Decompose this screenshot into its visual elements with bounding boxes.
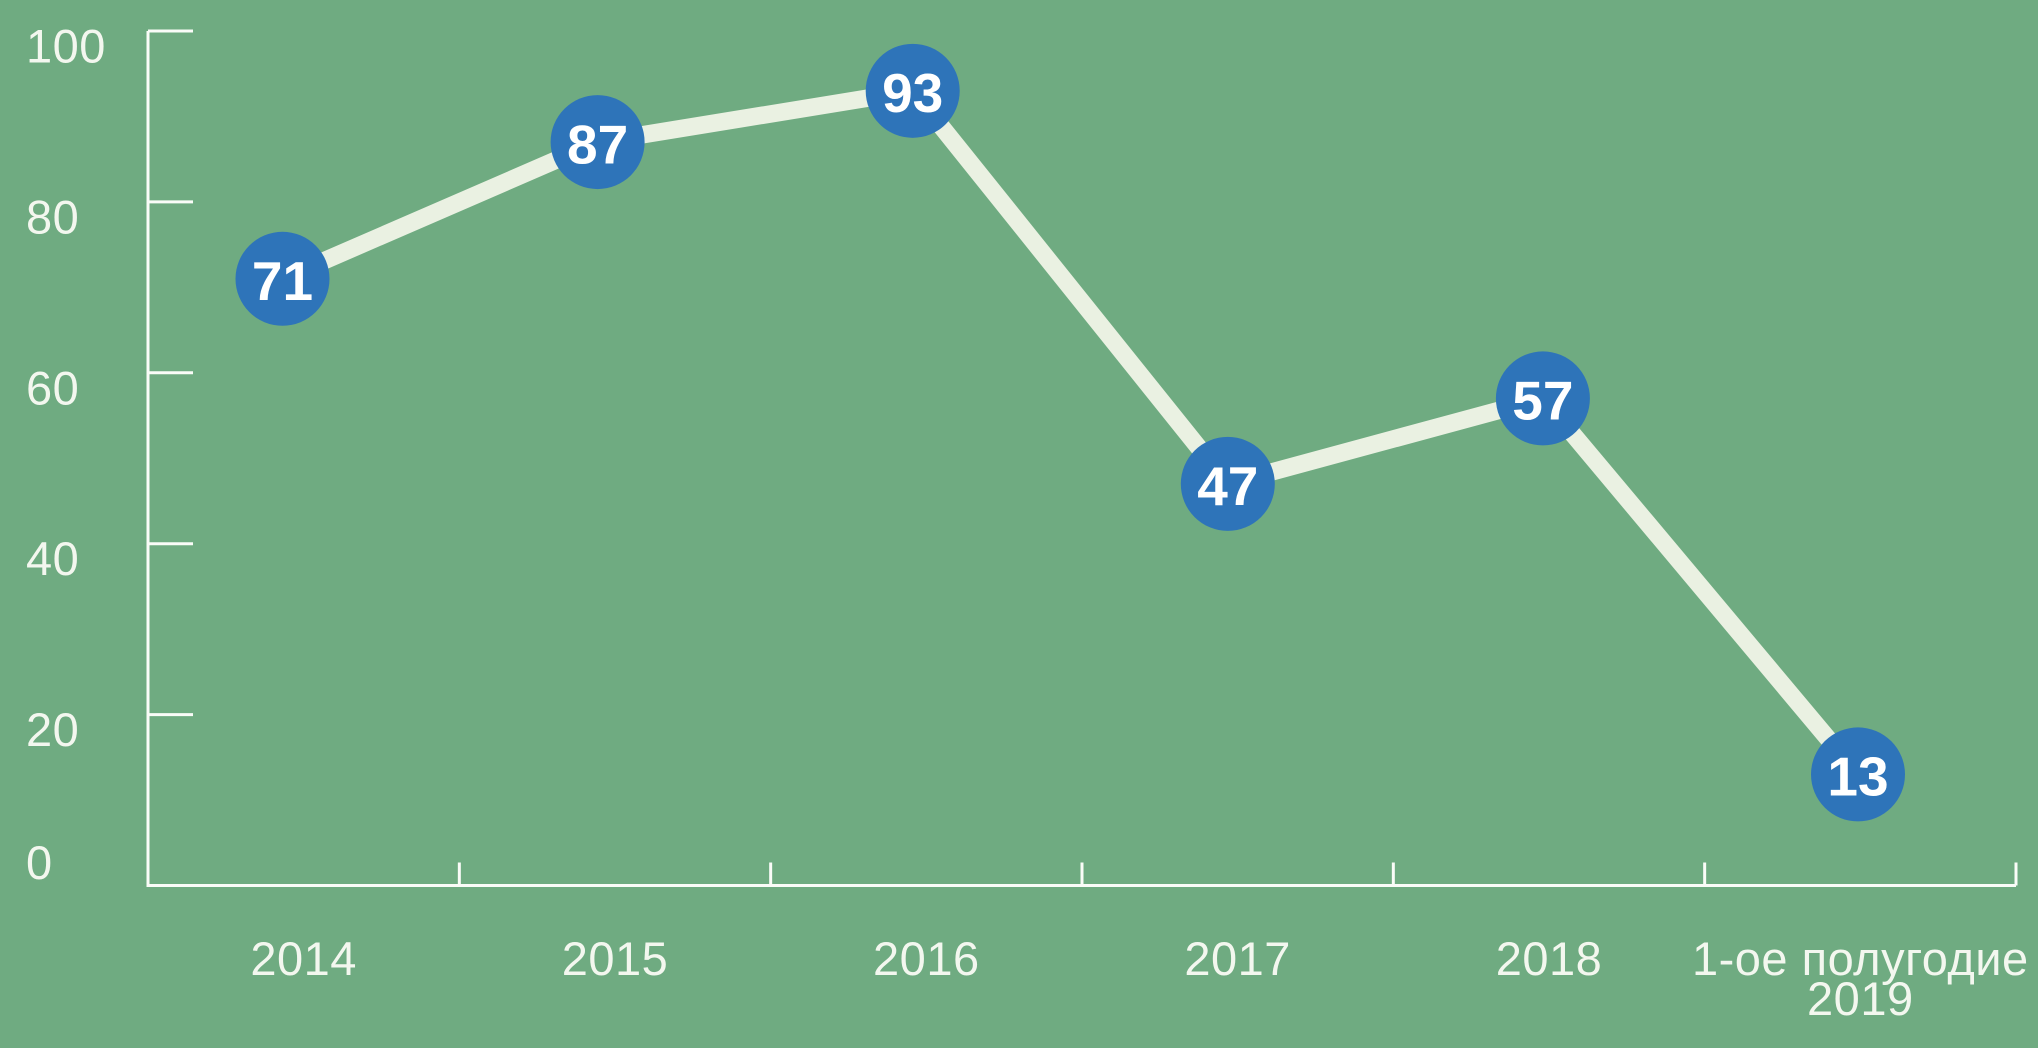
data-point-value: 47: [1197, 455, 1258, 517]
x-category-label: 1-ое полугодие: [1692, 932, 2029, 985]
data-point-marker: [1495, 351, 1590, 446]
y-tick-label: 100: [26, 20, 106, 73]
y-tick-label: 20: [26, 703, 79, 756]
data-point-value: 13: [1827, 746, 1888, 808]
series-line: [273, 82, 1867, 784]
data-point-marker: [550, 95, 645, 190]
x-category-label: 2017: [1184, 932, 1291, 985]
y-tick-label: 0: [26, 836, 53, 889]
x-category-label: 2018: [1496, 932, 1603, 985]
data-point-marker: [1811, 727, 1905, 822]
y-tick-label: 80: [26, 190, 79, 243]
data-point-marker: [235, 231, 330, 326]
data-point-value: 87: [567, 113, 628, 175]
data-point-marker: [865, 43, 960, 138]
x-category-label: 2019: [1807, 972, 1914, 1025]
data-point-value: 93: [882, 62, 943, 124]
data-point-marker: [1180, 436, 1275, 531]
x-category-label: 2015: [562, 932, 669, 985]
y-tick-label: 40: [26, 532, 79, 585]
data-point-value: 71: [252, 250, 313, 312]
x-category-label: 2014: [250, 932, 357, 985]
x-category-label: 2016: [873, 932, 980, 985]
y-tick-label: 60: [26, 361, 79, 414]
data-point-value: 57: [1512, 370, 1573, 432]
